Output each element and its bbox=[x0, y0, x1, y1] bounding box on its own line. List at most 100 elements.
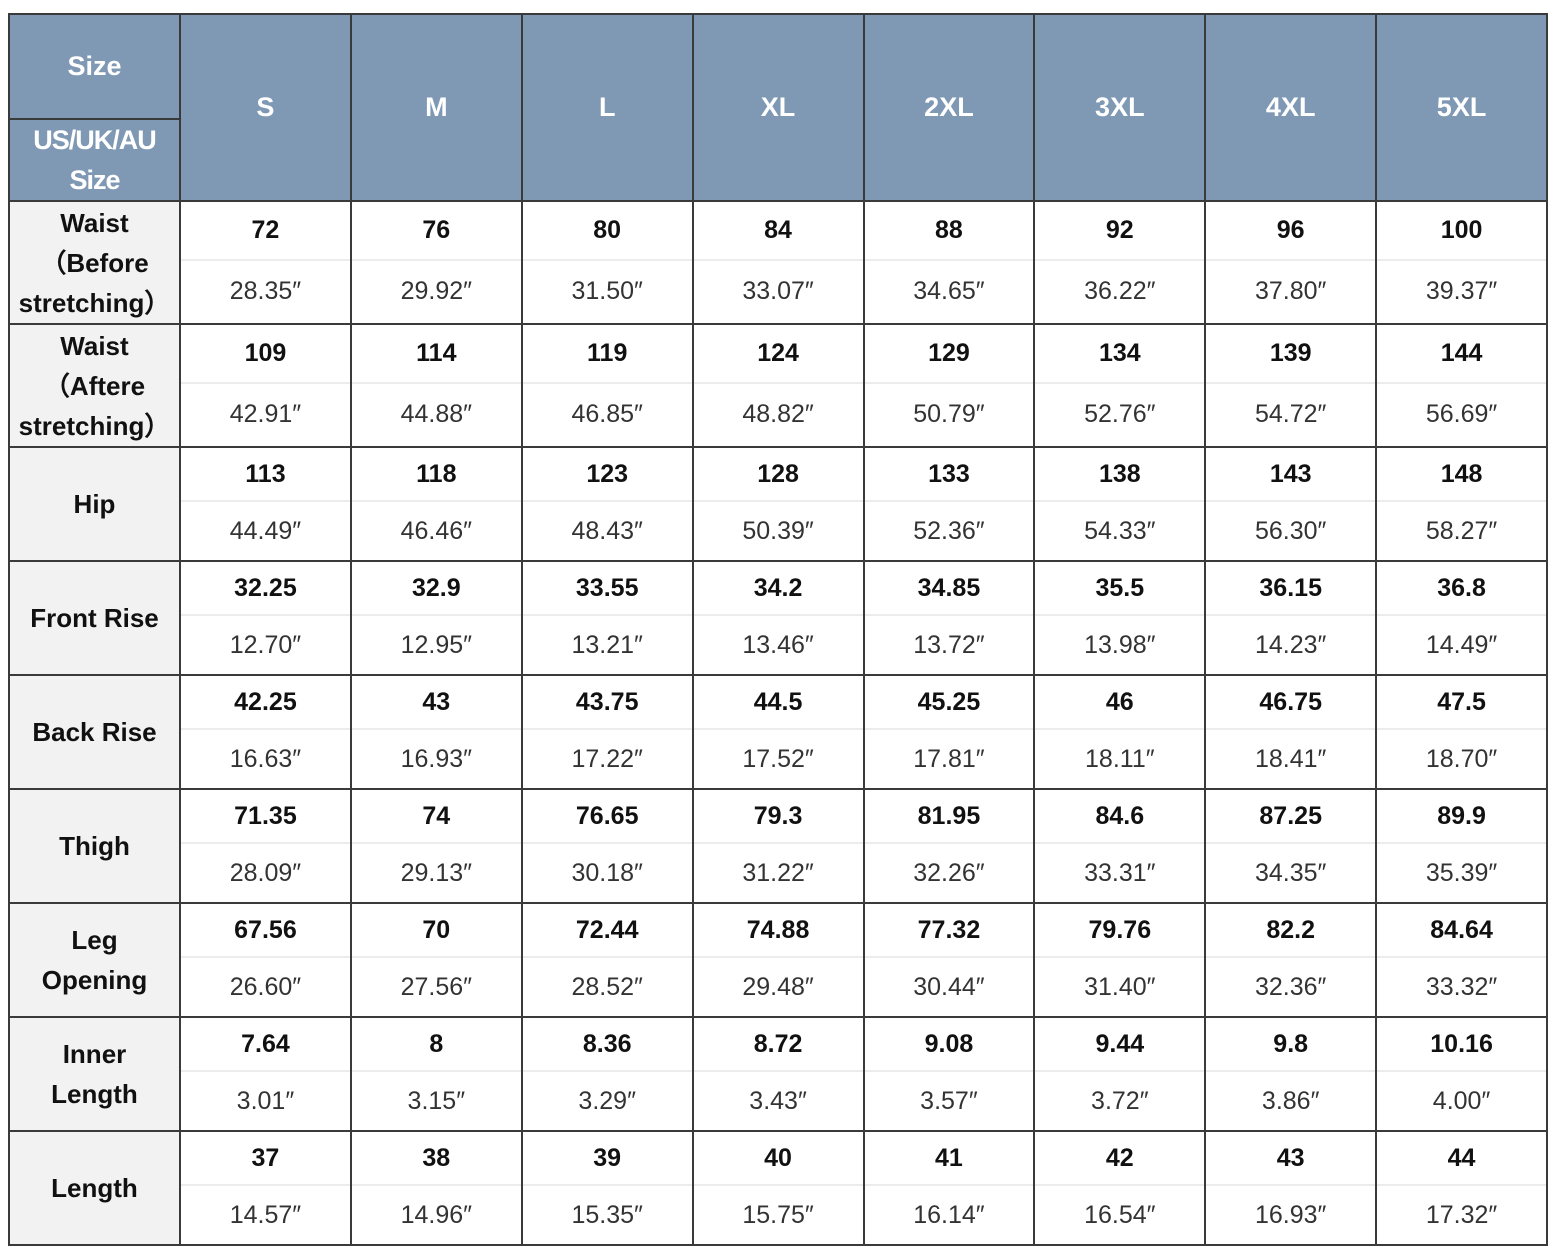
table-row: Front Rise 32.25 12.70″ 32.9 12.95″ 33.55 13.2… bbox=[10, 562, 1546, 676]
cm-value: 113 bbox=[181, 448, 350, 503]
inch-value: 44.49″ bbox=[229, 516, 302, 545]
table-cell: 89.9 35.39″ bbox=[1377, 790, 1546, 902]
cm-value: 80 bbox=[522, 202, 692, 261]
cm-value: 72.44 bbox=[522, 904, 692, 959]
cm-value: 46.75 bbox=[1206, 676, 1376, 731]
inch-value: 42.91″ bbox=[229, 400, 302, 429]
table-cell: 84.64 33.32″ bbox=[1377, 904, 1546, 1016]
table-row: Waist （Before stretching） 72 28.35″ 76 29.92… bbox=[10, 202, 1546, 325]
size-column-header: 5XL bbox=[1436, 92, 1487, 122]
inch-value: 13.46″ bbox=[742, 630, 814, 659]
cm-value: 139 bbox=[1206, 325, 1376, 384]
inch-value: 17.32″ bbox=[1425, 1200, 1498, 1229]
table-cell: 33.55 13.21″ bbox=[522, 562, 694, 674]
inch-value: 14.96″ bbox=[400, 1200, 473, 1229]
cm-value: 36.15 bbox=[1206, 562, 1376, 617]
inch-value: 32.26″ bbox=[913, 858, 985, 887]
cm-value: 42 bbox=[1035, 1132, 1205, 1187]
cm-value: 92 bbox=[1035, 202, 1205, 261]
table-cell: 80 31.50″ bbox=[522, 202, 694, 323]
row-label: Inner Length bbox=[10, 1018, 181, 1130]
inch-value: 44.88″ bbox=[400, 400, 473, 429]
table-cell: 113 44.49″ bbox=[181, 448, 352, 560]
table-cell: 9.8 3.86″ bbox=[1206, 1018, 1378, 1130]
cm-value: 7.64 bbox=[181, 1018, 350, 1073]
inch-value: 50.39″ bbox=[742, 516, 814, 545]
inch-value: 28.52″ bbox=[571, 972, 643, 1001]
inch-value: 46.46″ bbox=[400, 516, 473, 545]
inch-value: 16.14″ bbox=[913, 1200, 985, 1229]
inch-value: 58.27″ bbox=[1425, 516, 1498, 545]
cm-value: 9.08 bbox=[864, 1018, 1034, 1073]
inch-value: 3.57″ bbox=[920, 1086, 978, 1115]
table-cell: 42.25 16.63″ bbox=[181, 676, 352, 788]
inch-value: 54.72″ bbox=[1254, 400, 1327, 429]
inch-value: 17.52″ bbox=[742, 744, 814, 773]
table-cell: 42 16.54″ bbox=[1035, 1132, 1207, 1244]
inch-value: 3.29″ bbox=[578, 1086, 636, 1115]
inch-value: 29.13″ bbox=[400, 858, 473, 887]
size-header: Size bbox=[10, 15, 179, 120]
table-cell: 123 48.43″ bbox=[522, 448, 694, 560]
cm-value: 134 bbox=[1035, 325, 1205, 384]
table-cell: 134 52.76″ bbox=[1035, 325, 1207, 446]
cm-value: 34.2 bbox=[693, 562, 863, 617]
cm-value: 43 bbox=[1206, 1132, 1376, 1187]
table-row: Waist （Aftere stretching） 109 42.91″ 114 44.… bbox=[10, 325, 1546, 448]
cm-value: 88 bbox=[864, 202, 1034, 261]
cm-value: 148 bbox=[1377, 448, 1546, 503]
table-cell: 76 29.92″ bbox=[351, 202, 523, 323]
cm-value: 72 bbox=[181, 202, 350, 261]
inch-value: 14.23″ bbox=[1254, 630, 1327, 659]
cm-value: 96 bbox=[1206, 202, 1376, 261]
inch-value: 33.31″ bbox=[1084, 858, 1156, 887]
table-cell: 79.3 31.22″ bbox=[693, 790, 865, 902]
size-chart-table: Size US/UK/AU Size S M L XL 2XL 3XL 4XL 5XL Wai… bbox=[8, 13, 1548, 1246]
inch-value: 52.76″ bbox=[1084, 400, 1156, 429]
table-cell: 37 14.57″ bbox=[181, 1132, 352, 1244]
table-row: Leg Opening 67.56 26.60″ 70 27.56″ 72.44 28.52… bbox=[10, 904, 1546, 1018]
table-cell: 46.75 18.41″ bbox=[1206, 676, 1378, 788]
table-cell: 82.2 32.36″ bbox=[1206, 904, 1378, 1016]
inch-value: 50.79″ bbox=[913, 400, 985, 429]
table-cell: 118 46.46″ bbox=[351, 448, 523, 560]
inch-value: 16.63″ bbox=[229, 744, 302, 773]
cm-value: 79.3 bbox=[693, 790, 863, 845]
cm-value: 8 bbox=[351, 1018, 521, 1073]
cm-value: 71.35 bbox=[181, 790, 350, 845]
table-cell: 44.5 17.52″ bbox=[693, 676, 865, 788]
row-label: Waist （Before stretching） bbox=[10, 202, 181, 323]
table-cell: 129 50.79″ bbox=[864, 325, 1036, 446]
table-cell: 144 56.69″ bbox=[1377, 325, 1546, 446]
inch-value: 18.41″ bbox=[1254, 744, 1327, 773]
inch-value: 15.75″ bbox=[742, 1200, 814, 1229]
inch-value: 52.36″ bbox=[913, 516, 985, 545]
cm-value: 70 bbox=[351, 904, 521, 959]
cm-value: 124 bbox=[693, 325, 863, 384]
inch-value: 48.43″ bbox=[571, 516, 643, 545]
cm-value: 9.8 bbox=[1206, 1018, 1376, 1073]
table-cell: 72.44 28.52″ bbox=[522, 904, 694, 1016]
cm-value: 34.85 bbox=[864, 562, 1034, 617]
table-cell: 43 16.93″ bbox=[1206, 1132, 1378, 1244]
cm-value: 119 bbox=[522, 325, 692, 384]
inch-value: 4.00″ bbox=[1432, 1086, 1491, 1115]
cm-value: 42.25 bbox=[181, 676, 350, 731]
cm-value: 47.5 bbox=[1377, 676, 1546, 731]
inch-value: 34.65″ bbox=[913, 277, 985, 306]
table-row: Hip 113 44.49″ 118 46.46″ 123 48.43″ 128 50.39″ 1… bbox=[10, 448, 1546, 562]
inch-value: 12.95″ bbox=[400, 630, 473, 659]
table-cell: 34.85 13.72″ bbox=[864, 562, 1036, 674]
cm-value: 41 bbox=[864, 1132, 1034, 1187]
cm-value: 100 bbox=[1377, 202, 1546, 261]
cm-value: 9.44 bbox=[1035, 1018, 1205, 1073]
cm-value: 129 bbox=[864, 325, 1034, 384]
cm-value: 79.76 bbox=[1035, 904, 1205, 959]
table-cell: 35.5 13.98″ bbox=[1035, 562, 1207, 674]
cm-value: 32.25 bbox=[181, 562, 350, 617]
cm-value: 76.65 bbox=[522, 790, 692, 845]
table-cell: 67.56 26.60″ bbox=[181, 904, 352, 1016]
table-cell: 38 14.96″ bbox=[351, 1132, 523, 1244]
inch-value: 13.21″ bbox=[571, 630, 643, 659]
cm-value: 114 bbox=[351, 325, 521, 384]
